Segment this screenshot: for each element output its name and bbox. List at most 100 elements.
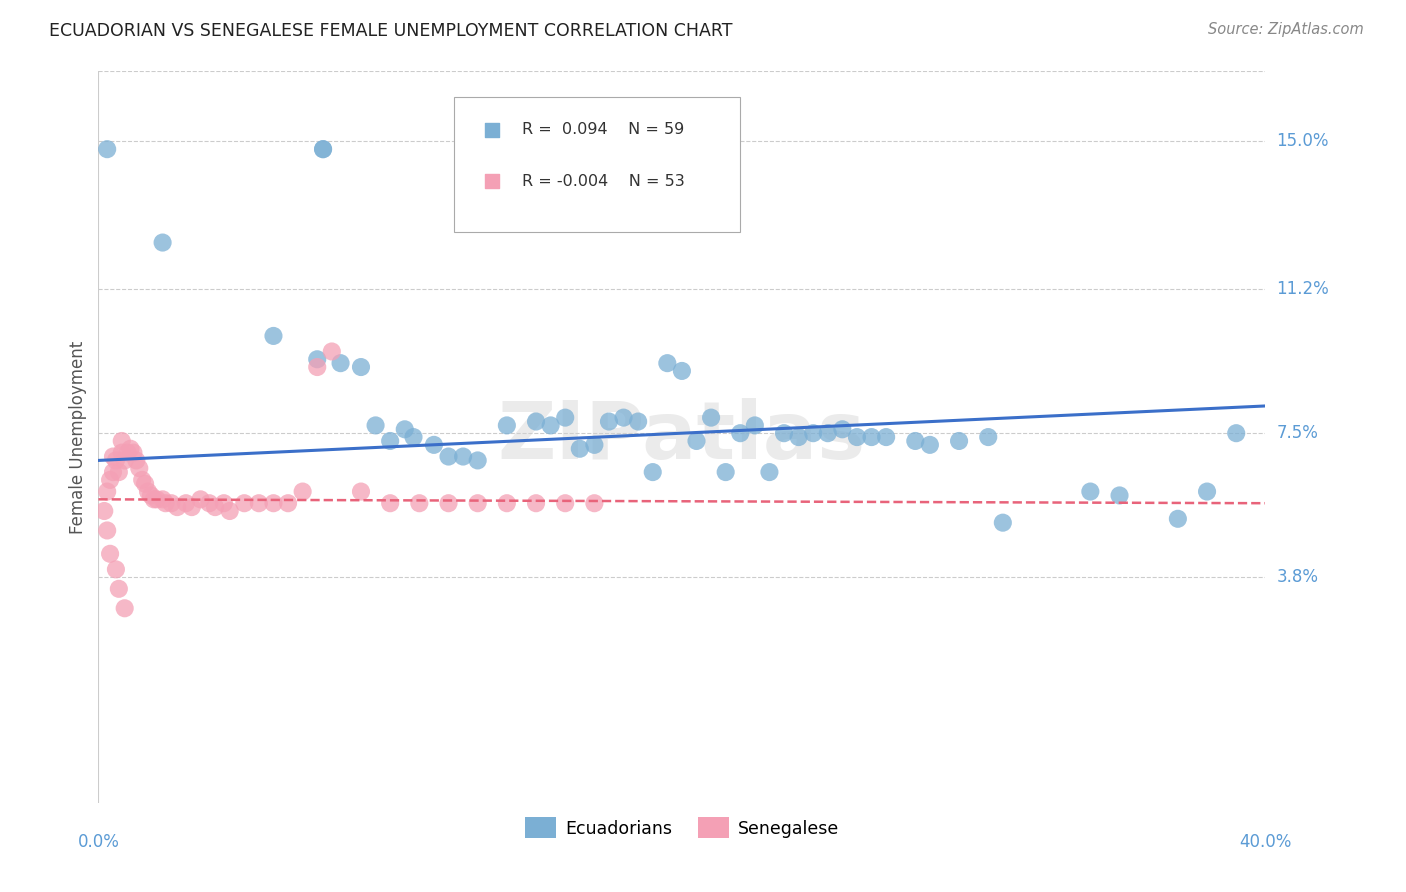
Point [291, 484, 314, 499]
Text: ECUADORIAN VS SENEGALESE FEMALE UNEMPLOYMENT CORRELATION CHART: ECUADORIAN VS SENEGALESE FEMALE UNEMPLOY… [49, 22, 733, 40]
Point [108, 465, 131, 479]
Text: 3.8%: 3.8% [1277, 568, 1319, 586]
Point [583, 496, 606, 510]
Point [101, 465, 124, 479]
Point [122, 445, 145, 459]
Point [155, 496, 177, 510]
Point [1167, 512, 1189, 526]
Point [111, 434, 134, 448]
Point [496, 496, 519, 510]
Point [1225, 426, 1247, 441]
Point [104, 562, 127, 576]
Point [364, 418, 387, 433]
Point [233, 496, 256, 510]
Point [1108, 488, 1130, 502]
Point [180, 500, 202, 515]
Point [598, 415, 620, 429]
Point [204, 500, 226, 515]
Point [568, 442, 591, 456]
Point [128, 461, 150, 475]
Point [120, 442, 142, 456]
Point [671, 364, 693, 378]
Point [846, 430, 869, 444]
Point [451, 450, 474, 464]
Point [190, 492, 212, 507]
Point [198, 496, 221, 510]
Point [817, 426, 839, 441]
Text: Source: ZipAtlas.com: Source: ZipAtlas.com [1208, 22, 1364, 37]
Point [104, 453, 127, 467]
Point [98, 547, 121, 561]
Point [114, 453, 136, 467]
Text: 40.0%: 40.0% [1239, 833, 1292, 851]
FancyBboxPatch shape [454, 97, 741, 232]
Text: ZIPatlas: ZIPatlas [498, 398, 866, 476]
Point [247, 496, 270, 510]
Point [918, 438, 941, 452]
Text: 11.2%: 11.2% [1277, 280, 1329, 298]
Point [685, 434, 707, 448]
Point [96, 142, 118, 156]
Point [146, 492, 169, 507]
Point [96, 524, 118, 538]
Point [329, 356, 352, 370]
Text: 15.0%: 15.0% [1277, 132, 1329, 151]
Point [131, 473, 153, 487]
Point [125, 453, 148, 467]
Point [114, 601, 136, 615]
Point [714, 465, 737, 479]
Point [277, 496, 299, 510]
Point [160, 496, 183, 510]
Point [96, 484, 118, 499]
Point [307, 352, 329, 367]
Point [136, 484, 159, 499]
Legend: Ecuadorians, Senegalese: Ecuadorians, Senegalese [517, 810, 846, 846]
Point [467, 496, 489, 510]
Point [524, 496, 547, 510]
Point [152, 492, 174, 507]
Point [977, 430, 1000, 444]
Point [583, 438, 606, 452]
Point [212, 496, 235, 510]
Point [134, 476, 156, 491]
Point [262, 329, 284, 343]
Point [312, 142, 335, 156]
Point [152, 235, 174, 250]
Point [773, 426, 796, 441]
Point [117, 445, 139, 459]
Point [730, 426, 752, 441]
Point [380, 434, 402, 448]
Point [627, 415, 650, 429]
Point [948, 434, 970, 448]
Point [1195, 484, 1218, 499]
Point [744, 418, 766, 433]
Point [93, 504, 115, 518]
Text: 7.5%: 7.5% [1277, 425, 1319, 442]
Point [108, 582, 131, 596]
Point [262, 496, 284, 510]
Point [612, 410, 634, 425]
Point [437, 496, 460, 510]
Point [98, 473, 121, 487]
Point [860, 430, 883, 444]
Point [380, 496, 402, 510]
Point [142, 492, 165, 507]
Point [540, 418, 562, 433]
Y-axis label: Female Unemployment: Female Unemployment [69, 341, 87, 533]
Text: R = -0.004    N = 53: R = -0.004 N = 53 [522, 174, 685, 188]
Point [321, 344, 343, 359]
Point [218, 504, 240, 518]
Point [437, 450, 460, 464]
Text: R =  0.094    N = 59: R = 0.094 N = 59 [522, 122, 685, 137]
Point [875, 430, 897, 444]
Point [174, 496, 197, 510]
Point [524, 415, 547, 429]
Point [166, 500, 188, 515]
Point [423, 438, 446, 452]
Point [801, 426, 824, 441]
Point [991, 516, 1014, 530]
Point [904, 434, 927, 448]
Point [467, 453, 489, 467]
Point [1080, 484, 1102, 499]
Point [700, 410, 723, 425]
